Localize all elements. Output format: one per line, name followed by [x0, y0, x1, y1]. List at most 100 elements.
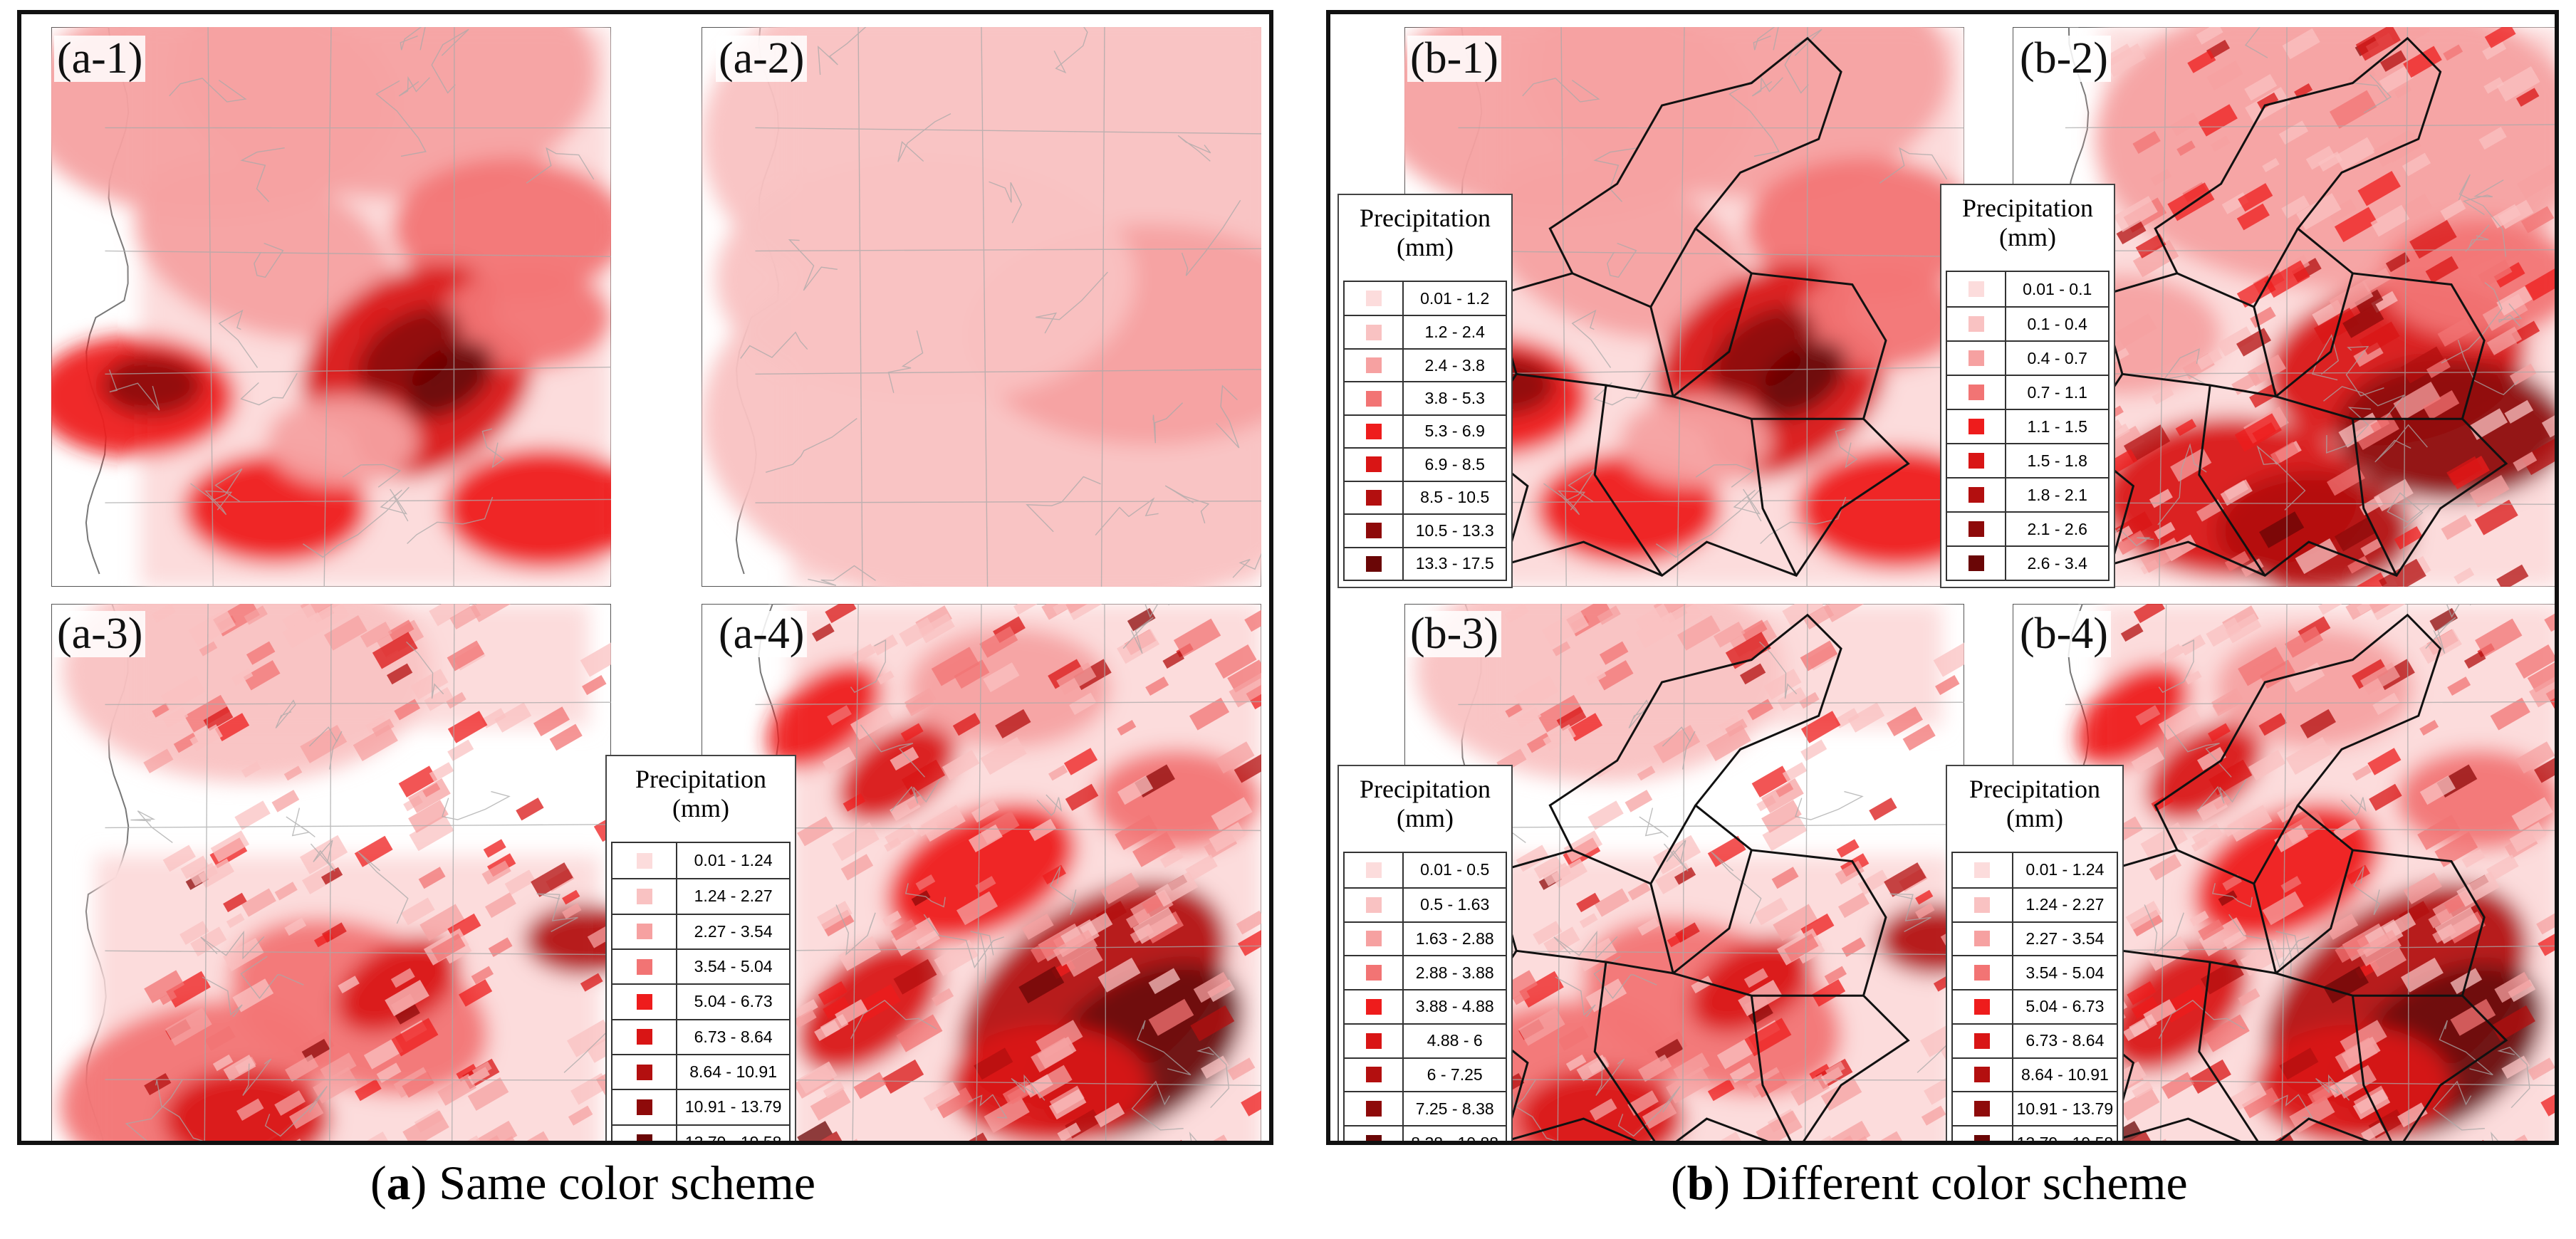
county-boundaries	[2065, 604, 2555, 1141]
legend-swatch	[636, 1134, 652, 1141]
legend-entry: 0.01 - 0.5	[1345, 853, 1506, 887]
precipitation-map	[51, 27, 611, 587]
legend-swatch	[1974, 931, 1991, 947]
map-panel-a2: (a-2)	[702, 27, 1261, 587]
legend-title-line: (mm)	[1999, 223, 2056, 252]
legend-range-label: 3.8 - 5.3	[1424, 389, 1485, 408]
legend-swatch	[1968, 487, 1984, 503]
legend-range-label: 5.04 - 6.73	[2025, 997, 2105, 1016]
precipitation-map	[702, 604, 1261, 1141]
legend-title-line: (mm)	[2006, 804, 2063, 833]
legend-entry: 8.5 - 10.5	[1345, 480, 1506, 514]
legend-entry: 10.91 - 13.79	[612, 1089, 789, 1124]
legend-range-label: 13.3 - 17.5	[1415, 554, 1494, 573]
legend-range-label: 2.1 - 2.6	[2027, 519, 2087, 538]
panel-label-b4: (b-4)	[2017, 610, 2111, 658]
legend-range-label: 0.01 - 0.5	[1420, 860, 1490, 879]
legend-range-label: 2.6 - 3.4	[2027, 553, 2087, 573]
legend-entry: 13.79 - 19.58	[1953, 1125, 2117, 1141]
legend-swatch	[1974, 1135, 1991, 1141]
legend-swatch	[1365, 456, 1382, 473]
legend-swatch	[1974, 896, 1991, 913]
legend-range-label: 3.88 - 4.88	[1415, 997, 1494, 1016]
legend-range-label: 1.5 - 1.8	[2027, 451, 2087, 470]
legend-swatch	[1365, 423, 1382, 439]
legend-entry: 4.88 - 6	[1345, 1023, 1506, 1057]
legend-title: Precipitation (mm)	[1947, 766, 2122, 834]
legend-entry: 3.88 - 4.88	[1345, 989, 1506, 1023]
legend-swatch	[1365, 1032, 1382, 1049]
legend-swatch	[1968, 521, 1984, 537]
legend-swatch	[1968, 419, 1984, 434]
legend-swatch	[1968, 281, 1984, 297]
legend-entry: 2.88 - 3.88	[1345, 955, 1506, 990]
map-panel-b4: (b-4)	[2013, 604, 2555, 1141]
legend-b2: Precipitation (mm) 0.01 - 0.1 0.1 - 0.4 0.4 …	[1940, 184, 2115, 588]
precipitation-map	[2013, 604, 2555, 1141]
legend-entry: 2.6 - 3.4	[1947, 545, 2108, 580]
legend-range-label: 6.73 - 8.64	[694, 1027, 773, 1046]
caption-a-letter: a	[386, 1156, 411, 1210]
legend-entry: 0.01 - 1.2	[1345, 282, 1506, 315]
legend-swatch	[1365, 1101, 1382, 1117]
legend-range-label: 0.01 - 1.24	[694, 851, 773, 870]
legend-range-label: 3.54 - 5.04	[2025, 963, 2105, 982]
legend-title-line: Precipitation	[1360, 775, 1491, 803]
legend-range-label: 10.91 - 13.79	[684, 1097, 782, 1117]
legend-swatch	[1365, 896, 1382, 913]
legend-swatch	[1365, 523, 1382, 539]
legend-entry: 1.63 - 2.88	[1345, 921, 1506, 956]
legend-swatch	[1365, 862, 1382, 878]
legend-entry: 0.5 - 1.63	[1345, 887, 1506, 921]
legend-entry: 1.1 - 1.5	[1947, 409, 2108, 443]
legend-b4: Precipitation (mm) 0.01 - 1.24 1.24 - 2.27 2…	[1946, 765, 2124, 1141]
legend-range-label: 10.5 - 13.3	[1415, 521, 1494, 540]
county-boundaries	[2065, 27, 2555, 587]
legend-range-label: 2.27 - 3.54	[694, 921, 773, 941]
pixel-texture	[1496, 604, 1964, 1141]
legend-entry: 3.54 - 5.04	[1953, 955, 2117, 990]
legend-swatch	[636, 852, 652, 869]
legend-entry: 6.9 - 8.5	[1345, 447, 1506, 481]
legend-swatch	[1365, 1135, 1382, 1141]
legend-range-label: 1.63 - 2.88	[1415, 929, 1494, 948]
legend-swatch	[1365, 489, 1382, 506]
legend-rows: 0.01 - 1.2 1.2 - 2.4 2.4 - 3.8 3.8 - 5.3 5.3…	[1343, 281, 1507, 581]
legend-entry: 8.38 - 10.88	[1345, 1125, 1506, 1141]
legend-range-label: 5.04 - 6.73	[694, 992, 773, 1011]
caption-b-letter: b	[1686, 1156, 1714, 1210]
legend-title-line: Precipitation	[1969, 775, 2100, 803]
legend-swatch	[636, 1099, 652, 1115]
legend-title-line: Precipitation	[1360, 204, 1491, 232]
legend-title: Precipitation (mm)	[1339, 766, 1511, 834]
legend-range-label: 0.01 - 0.1	[2023, 279, 2092, 298]
legend-entry: 0.1 - 0.4	[1947, 306, 2108, 340]
pixel-texture	[143, 604, 611, 1141]
map-panel-a1: (a-1)	[51, 27, 611, 587]
legend-entry: 6.73 - 8.64	[1953, 1023, 2117, 1057]
legend-range-label: 8.64 - 10.91	[689, 1062, 778, 1082]
legend-range-label: 1.2 - 2.4	[1424, 323, 1485, 342]
legend-range-label: 4.88 - 6	[1427, 1031, 1483, 1050]
county-boundaries	[740, 27, 1261, 587]
map-panel-a3: (a-3)	[51, 604, 611, 1141]
legend-title-line: (mm)	[672, 794, 729, 823]
county-boundaries	[1458, 27, 1964, 587]
legend-rows: 0.01 - 1.24 1.24 - 2.27 2.27 - 3.54 3.54 - …	[1951, 852, 2118, 1141]
legend-title: Precipitation (mm)	[1339, 195, 1511, 263]
legend-swatch	[1974, 965, 1991, 981]
legend-range-label: 1.24 - 2.27	[694, 887, 773, 906]
legend-swatch	[1974, 1101, 1991, 1117]
legend-range-label: 7.25 - 8.38	[1415, 1099, 1494, 1118]
legend-entry: 5.04 - 6.73	[1953, 989, 2117, 1023]
panel-label-b2: (b-2)	[2017, 35, 2111, 83]
legend-entry: 2.27 - 3.54	[612, 913, 789, 948]
legend-rows: 0.01 - 1.24 1.24 - 2.27 2.27 - 3.54 3.54 - …	[611, 842, 791, 1141]
legend-range-label: 5.3 - 6.9	[1424, 422, 1485, 441]
legend-range-label: 6.9 - 8.5	[1424, 454, 1485, 474]
county-boundaries	[755, 604, 1261, 1141]
legend-swatch	[636, 888, 652, 904]
legend-range-label: 0.5 - 1.63	[1420, 895, 1490, 914]
legend-entry: 0.01 - 1.24	[612, 843, 789, 879]
legend-title-line: (mm)	[1397, 233, 1454, 262]
